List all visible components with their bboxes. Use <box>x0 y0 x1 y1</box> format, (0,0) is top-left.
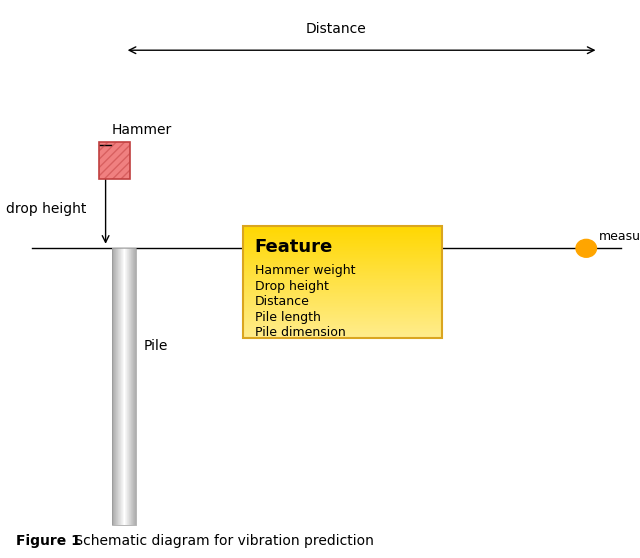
Bar <box>243 302 442 304</box>
Bar <box>243 265 442 267</box>
Bar <box>243 324 442 325</box>
Bar <box>243 336 442 338</box>
Bar <box>243 256 442 257</box>
Bar <box>243 312 442 314</box>
Bar <box>243 282 442 283</box>
Text: Pile length: Pile length <box>255 311 321 324</box>
Text: Drop height: Drop height <box>255 280 328 292</box>
Bar <box>243 244 442 246</box>
Bar <box>243 332 442 333</box>
Bar <box>243 276 442 277</box>
Bar <box>243 257 442 258</box>
Bar <box>243 314 442 315</box>
Text: drop height: drop height <box>6 202 87 217</box>
Bar <box>243 287 442 289</box>
Bar <box>243 258 442 259</box>
Bar <box>243 241 442 243</box>
Bar <box>243 329 442 330</box>
Bar <box>243 237 442 239</box>
Bar <box>243 271 442 272</box>
Bar <box>243 325 442 326</box>
Bar <box>243 307 442 308</box>
Bar <box>243 310 442 311</box>
Bar <box>243 301 442 302</box>
Bar <box>243 279 442 280</box>
Bar <box>243 315 442 317</box>
Bar <box>243 317 442 318</box>
Bar <box>243 228 442 229</box>
Bar <box>243 251 442 252</box>
Bar <box>243 290 442 291</box>
Bar <box>243 232 442 233</box>
Bar <box>243 250 442 251</box>
Bar <box>243 289 442 290</box>
Bar <box>243 299 442 300</box>
Circle shape <box>576 239 596 257</box>
Bar <box>243 229 442 230</box>
Bar <box>243 272 442 273</box>
Bar <box>243 235 442 237</box>
Bar <box>243 330 442 332</box>
Bar <box>243 262 442 263</box>
Bar <box>243 318 442 319</box>
Text: Feature: Feature <box>255 238 333 256</box>
Bar <box>243 252 442 254</box>
Bar <box>243 275 442 276</box>
Bar <box>243 234 442 235</box>
Bar <box>243 319 442 321</box>
Text: Pile: Pile <box>144 339 168 353</box>
Bar <box>243 304 442 306</box>
Text: Distance: Distance <box>255 295 310 308</box>
Bar <box>243 270 442 271</box>
Text: Schematic diagram for vibration prediction: Schematic diagram for vibration predicti… <box>70 534 374 548</box>
Bar <box>243 226 442 338</box>
Bar <box>243 291 442 293</box>
Bar <box>243 246 442 247</box>
Bar <box>243 226 442 228</box>
Bar <box>243 296 442 297</box>
Bar <box>243 306 442 307</box>
Bar <box>243 285 442 286</box>
Bar <box>99 142 130 179</box>
Text: Figure 1: Figure 1 <box>16 534 81 548</box>
Text: Hammer: Hammer <box>112 123 172 137</box>
Bar <box>243 243 442 244</box>
Bar <box>243 233 442 234</box>
Bar <box>243 286 442 287</box>
Bar <box>243 322 442 324</box>
Text: Distance: Distance <box>306 22 366 36</box>
Bar <box>243 268 442 269</box>
Bar <box>243 254 442 256</box>
Bar <box>243 335 442 336</box>
Bar <box>243 300 442 301</box>
Bar <box>243 326 442 328</box>
Bar <box>243 328 442 329</box>
Bar <box>243 264 442 265</box>
Bar <box>243 283 442 285</box>
Bar <box>243 230 442 232</box>
Bar <box>243 321 442 322</box>
Text: Pile dimension: Pile dimension <box>255 326 346 339</box>
Bar <box>243 238 442 240</box>
Bar <box>243 247 442 248</box>
Bar <box>243 261 442 262</box>
Bar <box>243 308 442 310</box>
Bar <box>243 297 442 299</box>
Bar <box>243 278 442 279</box>
Bar <box>99 142 130 179</box>
Bar <box>243 281 442 282</box>
Bar <box>243 311 442 312</box>
Bar <box>243 333 442 335</box>
Text: measurement: measurement <box>598 230 640 243</box>
Text: Hammer weight: Hammer weight <box>255 264 355 277</box>
Bar <box>243 273 442 275</box>
Bar <box>243 248 442 250</box>
Bar <box>243 259 442 261</box>
Bar <box>243 240 442 241</box>
Bar <box>243 293 442 295</box>
Bar <box>243 295 442 296</box>
Bar <box>243 267 442 268</box>
Bar <box>112 248 136 525</box>
